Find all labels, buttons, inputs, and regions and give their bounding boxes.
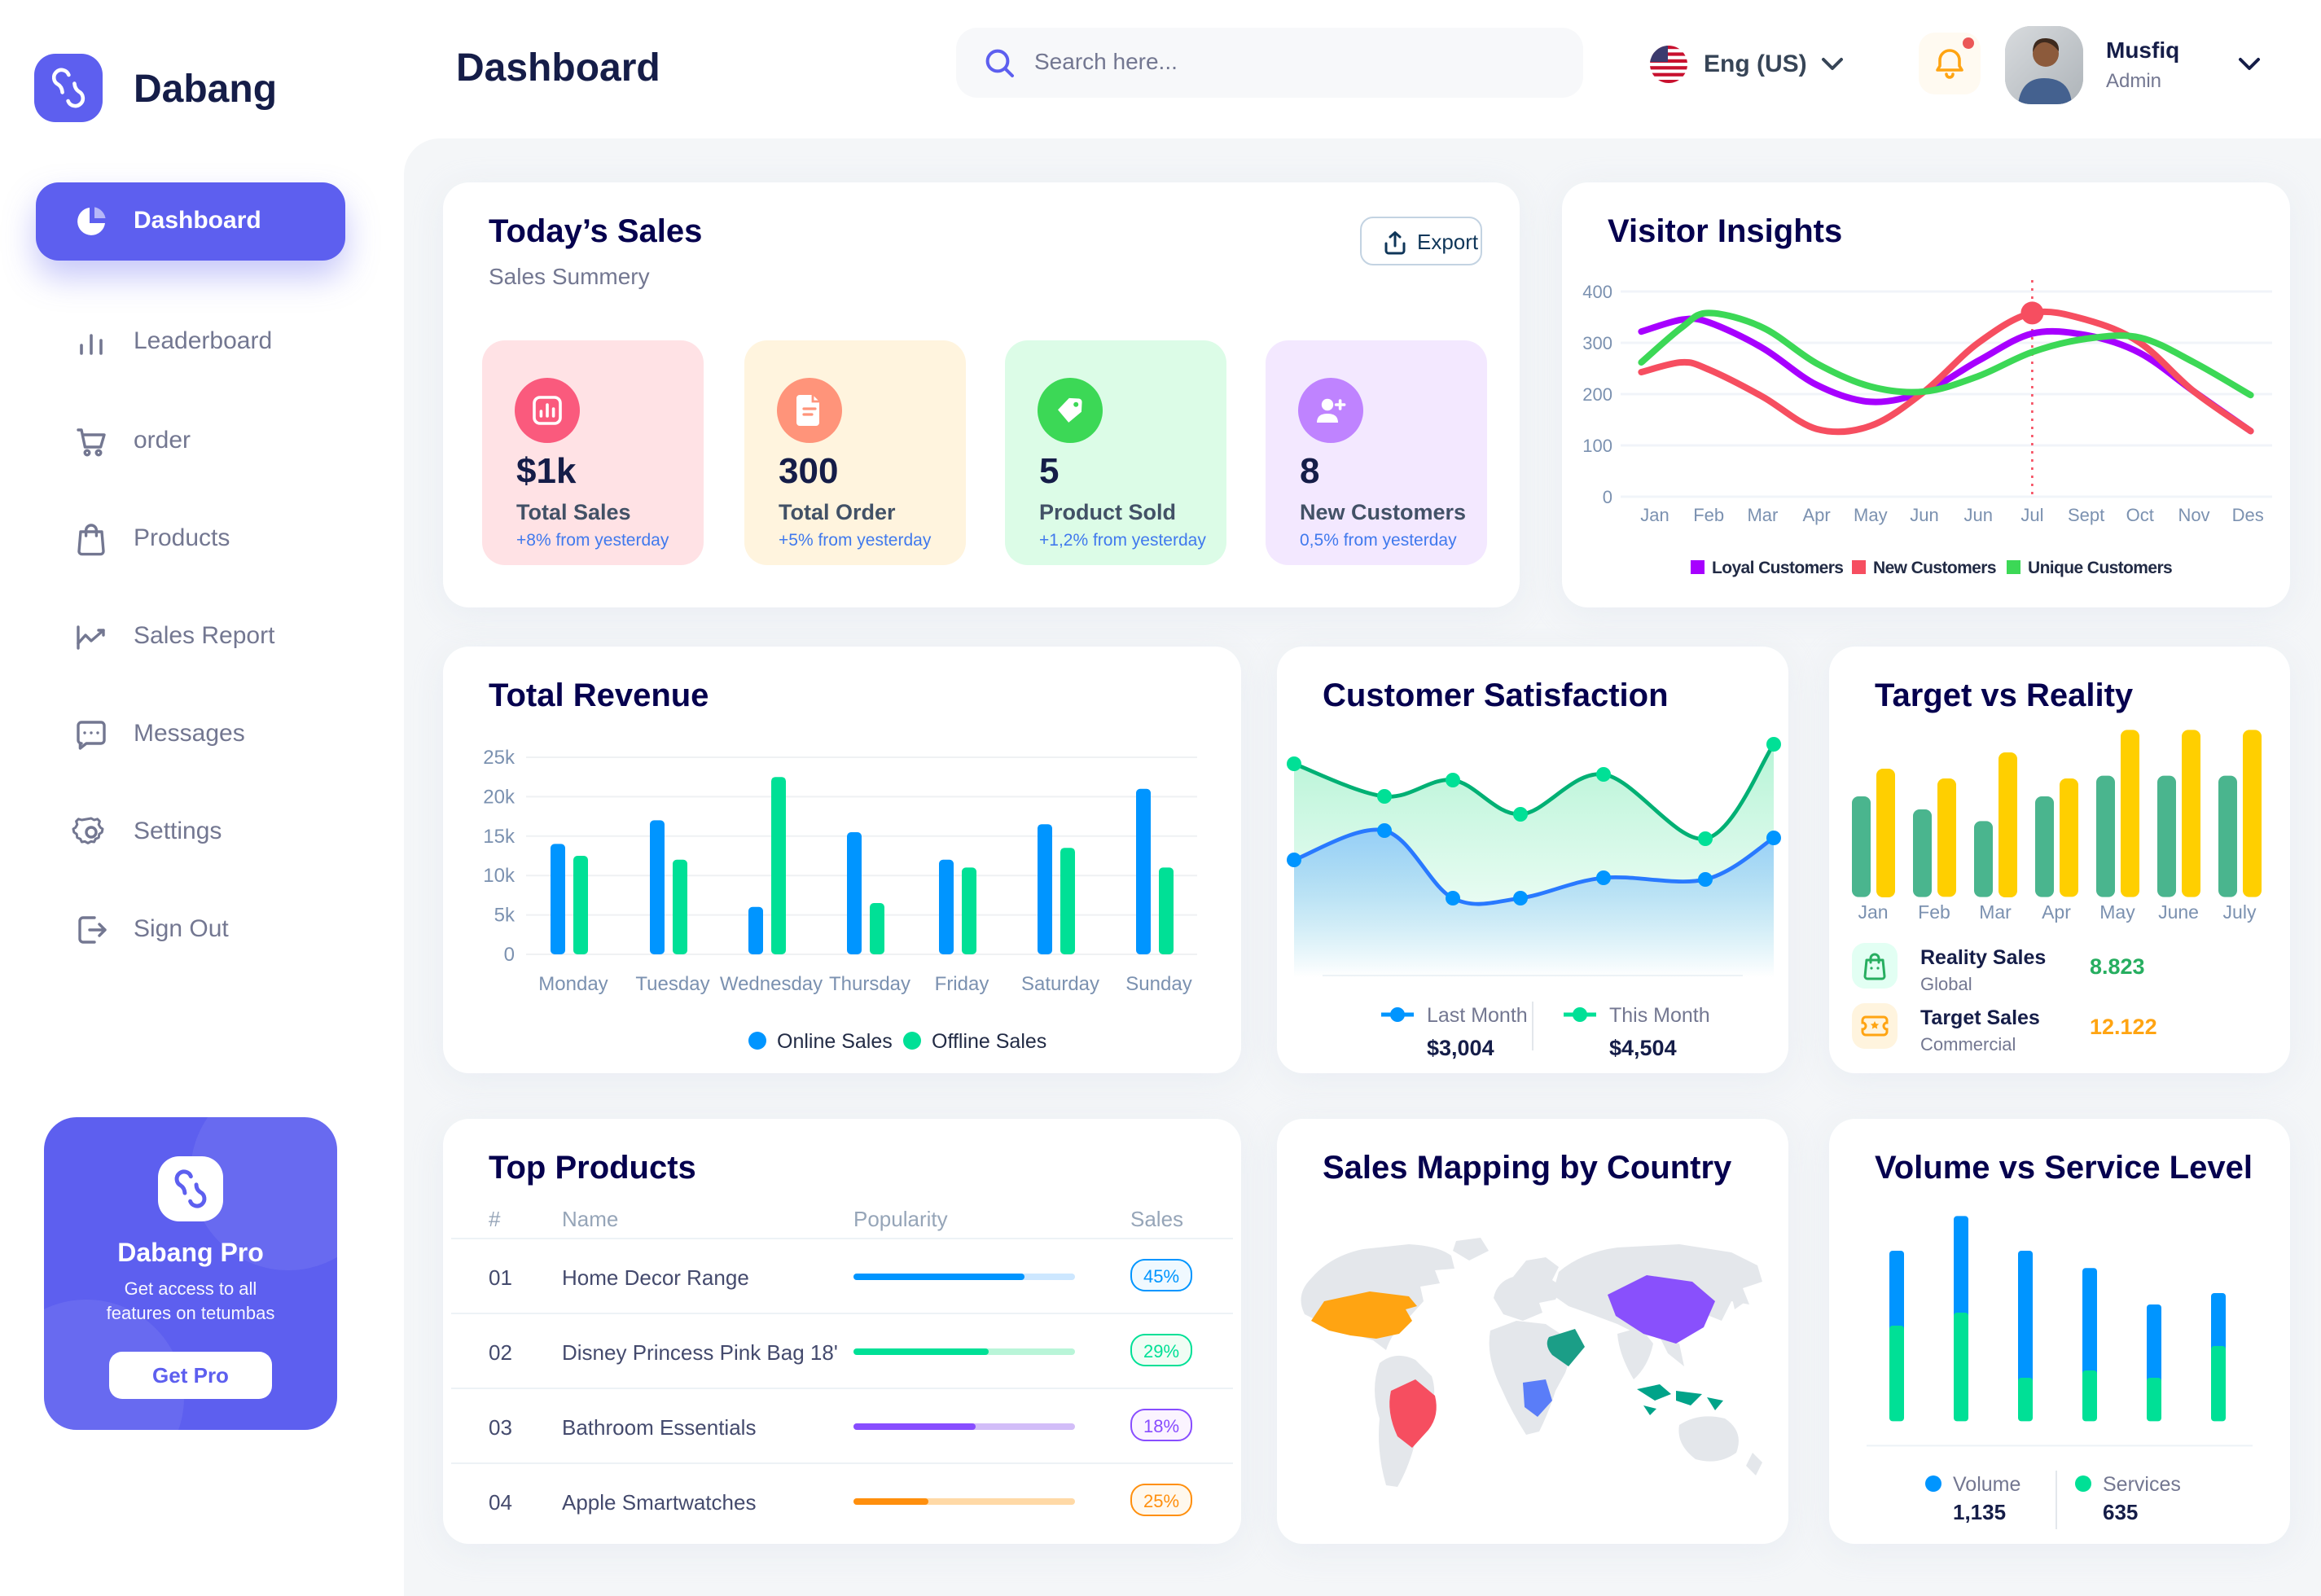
svg-text:July: July bbox=[2223, 901, 2257, 923]
svg-text:Apr: Apr bbox=[1802, 505, 1830, 525]
svg-text:Jan: Jan bbox=[1858, 901, 1888, 923]
svg-text:Thursday: Thursday bbox=[829, 973, 910, 995]
svg-text:Monday: Monday bbox=[538, 973, 608, 995]
svg-text:100: 100 bbox=[1582, 436, 1612, 456]
svg-text:Nov: Nov bbox=[2178, 505, 2209, 525]
svg-text:June: June bbox=[2158, 901, 2199, 923]
svg-text:25k: 25k bbox=[483, 747, 516, 769]
svg-text:5k: 5k bbox=[494, 905, 516, 927]
svg-text:Des: Des bbox=[2232, 505, 2264, 525]
svg-text:Wednesday: Wednesday bbox=[720, 973, 823, 995]
svg-text:Offline Sales: Offline Sales bbox=[932, 1030, 1046, 1053]
svg-text:Sunday: Sunday bbox=[1125, 973, 1191, 995]
svg-text:Jun: Jun bbox=[1963, 505, 1992, 525]
svg-text:1,135: 1,135 bbox=[1953, 1500, 2006, 1524]
svg-text:Online Sales: Online Sales bbox=[777, 1030, 893, 1053]
svg-text:Loyal Customers: Loyal Customers bbox=[1712, 559, 1843, 577]
svg-text:0: 0 bbox=[504, 944, 515, 966]
svg-text:Friday: Friday bbox=[935, 973, 989, 995]
svg-text:This Month: This Month bbox=[1609, 1004, 1710, 1027]
svg-text:Jul: Jul bbox=[2020, 505, 2043, 525]
svg-text:0: 0 bbox=[1603, 487, 1612, 507]
svg-text:Sept: Sept bbox=[2068, 505, 2104, 525]
svg-text:400: 400 bbox=[1582, 282, 1612, 302]
svg-text:Oct: Oct bbox=[2126, 505, 2154, 525]
svg-text:Tuesday: Tuesday bbox=[635, 973, 709, 995]
svg-text:Apr: Apr bbox=[2042, 901, 2071, 923]
svg-text:$3,004: $3,004 bbox=[1427, 1036, 1494, 1060]
svg-text:May: May bbox=[1854, 505, 1888, 525]
svg-text:$4,504: $4,504 bbox=[1609, 1036, 1677, 1060]
svg-text:Mar: Mar bbox=[1747, 505, 1778, 525]
svg-text:635: 635 bbox=[2103, 1500, 2138, 1524]
svg-text:Jun: Jun bbox=[1910, 505, 1938, 525]
svg-text:Feb: Feb bbox=[1693, 505, 1724, 525]
svg-text:May: May bbox=[2099, 901, 2135, 923]
svg-text:Last Month: Last Month bbox=[1427, 1004, 1528, 1027]
svg-text:Saturday: Saturday bbox=[1021, 973, 1099, 995]
svg-text:Volume: Volume bbox=[1953, 1473, 2020, 1496]
svg-text:Services: Services bbox=[2103, 1473, 2181, 1496]
svg-text:New Customers: New Customers bbox=[1873, 559, 1996, 577]
svg-text:200: 200 bbox=[1582, 384, 1612, 405]
svg-text:300: 300 bbox=[1582, 333, 1612, 353]
svg-text:20k: 20k bbox=[483, 786, 516, 808]
svg-text:Unique Customers: Unique Customers bbox=[2028, 559, 2172, 577]
svg-text:Mar: Mar bbox=[1979, 901, 2012, 923]
svg-text:10k: 10k bbox=[483, 865, 516, 887]
svg-text:Feb: Feb bbox=[1918, 901, 1950, 923]
svg-text:15k: 15k bbox=[483, 826, 516, 848]
svg-text:Jan: Jan bbox=[1640, 505, 1669, 525]
